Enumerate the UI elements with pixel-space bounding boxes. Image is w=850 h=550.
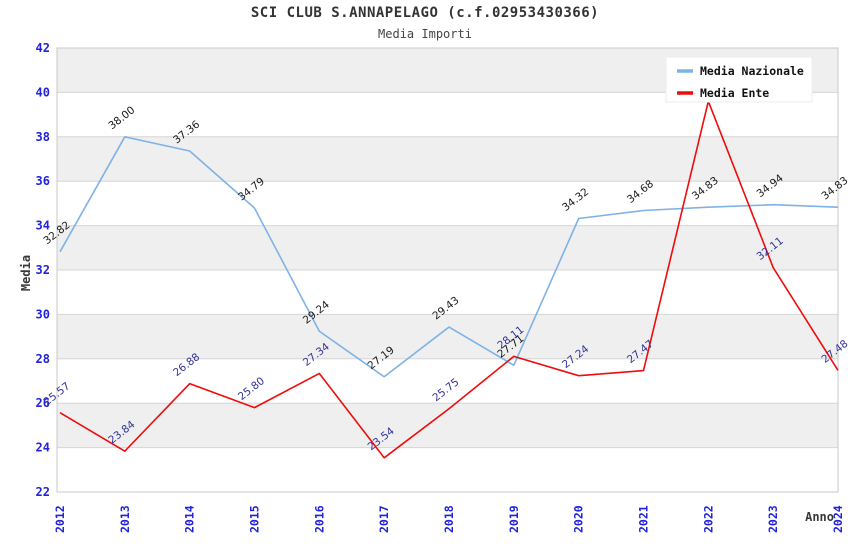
y-tick-label: 24	[36, 441, 50, 455]
x-tick-label: 2017	[377, 505, 391, 533]
x-tick-label: 2019	[507, 505, 521, 533]
legend-label-media-nazionale: Media Nazionale	[700, 64, 804, 78]
chart-subtitle: Media Importi	[378, 27, 472, 41]
x-tick-label: 2022	[701, 505, 715, 533]
x-tick-label: 2018	[442, 505, 456, 533]
y-tick-label: 26	[36, 396, 50, 410]
x-tick-label: 2015	[248, 505, 262, 533]
y-axis-title: Media	[19, 255, 33, 291]
y-tick-label: 28	[36, 352, 50, 366]
y-tick-label: 22	[36, 485, 50, 499]
series-line-media-nazionale	[59, 136, 839, 378]
x-tick-label: 2024	[831, 505, 845, 533]
chart-title: SCI CLUB S.ANNAPELAGO (c.f.02953430366)	[250, 5, 600, 21]
x-tick-label: 2020	[572, 505, 586, 533]
grid-band	[57, 136, 838, 182]
grid-band	[57, 314, 838, 359]
x-axis-title: Anno	[805, 510, 834, 524]
y-tick-label: 42	[36, 41, 50, 55]
y-tick-label: 38	[36, 130, 50, 144]
plot-border	[56, 47, 839, 493]
x-tick-label: 2021	[637, 505, 651, 533]
y-tick-label: 34	[36, 219, 50, 233]
x-tick-label: 2016	[312, 505, 326, 533]
x-tick-label: 2023	[766, 505, 780, 533]
x-tick-label: 2012	[53, 505, 67, 533]
y-tick-label: 36	[36, 174, 50, 188]
x-tick-label: 2014	[183, 505, 197, 533]
y-tick-label: 40	[36, 85, 50, 99]
legend-label-media-ente: Media Ente	[700, 86, 769, 100]
x-tick-label: 2013	[118, 505, 132, 533]
y-tick-label: 30	[36, 307, 50, 321]
y-tick-label: 32	[36, 263, 50, 277]
grid-band	[57, 225, 838, 270]
